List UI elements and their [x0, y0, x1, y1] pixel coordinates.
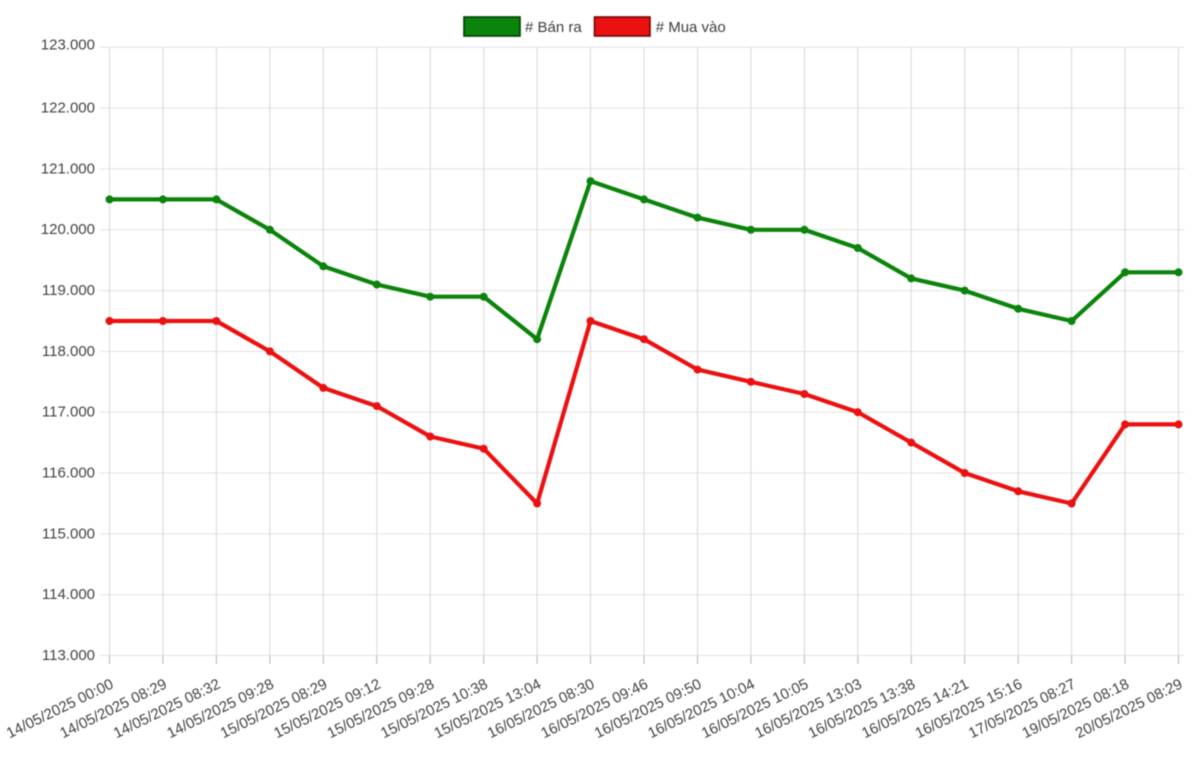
- svg-text:# Bán ra: # Bán ra: [525, 19, 582, 36]
- svg-text:118.000: 118.000: [42, 343, 95, 360]
- svg-text:123.000: 123.000: [41, 36, 95, 53]
- svg-text:113.000: 113.000: [42, 647, 95, 664]
- svg-text:114.000: 114.000: [42, 586, 95, 603]
- svg-text:115.000: 115.000: [42, 525, 95, 542]
- svg-text:116.000: 116.000: [42, 464, 95, 481]
- svg-text:122.000: 122.000: [41, 100, 95, 117]
- svg-text:117.000: 117.000: [42, 404, 95, 421]
- svg-text:# Mua vào: # Mua vào: [656, 19, 726, 36]
- svg-text:121.000: 121.000: [41, 160, 95, 177]
- svg-text:120.000: 120.000: [41, 221, 95, 238]
- svg-text:119.000: 119.000: [42, 282, 95, 299]
